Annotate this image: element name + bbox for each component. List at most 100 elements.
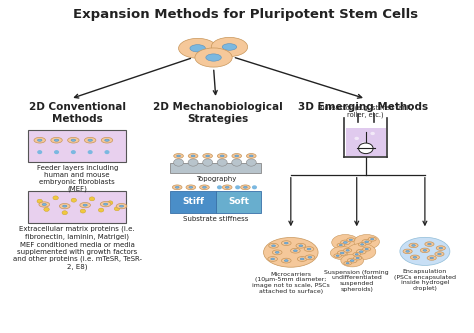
- Ellipse shape: [347, 238, 355, 242]
- Text: Feeder layers including
human and mouse
embryonic fibroblasts
(MEF): Feeder layers including human and mouse …: [36, 165, 118, 192]
- Ellipse shape: [59, 203, 70, 209]
- Ellipse shape: [354, 256, 362, 260]
- Ellipse shape: [84, 138, 96, 143]
- Ellipse shape: [42, 203, 46, 205]
- Ellipse shape: [88, 139, 92, 141]
- Ellipse shape: [51, 138, 62, 143]
- Circle shape: [53, 196, 58, 200]
- Ellipse shape: [34, 138, 46, 143]
- Ellipse shape: [344, 241, 347, 243]
- Circle shape: [108, 201, 113, 205]
- Ellipse shape: [361, 244, 364, 245]
- Ellipse shape: [55, 139, 59, 141]
- Ellipse shape: [273, 250, 282, 255]
- Ellipse shape: [282, 258, 291, 263]
- Ellipse shape: [200, 185, 210, 190]
- Ellipse shape: [304, 247, 314, 251]
- Circle shape: [44, 207, 49, 211]
- Ellipse shape: [296, 243, 306, 248]
- Ellipse shape: [173, 185, 182, 190]
- Ellipse shape: [349, 239, 352, 240]
- Text: Encapsulation
(PSCs encapsulated
inside hydrogel
droplet): Encapsulation (PSCs encapsulated inside …: [394, 269, 456, 291]
- Bar: [170, 191, 216, 213]
- Ellipse shape: [186, 185, 196, 190]
- Ellipse shape: [350, 260, 354, 261]
- Ellipse shape: [39, 202, 50, 207]
- Ellipse shape: [101, 138, 113, 143]
- Ellipse shape: [347, 258, 357, 263]
- Ellipse shape: [334, 254, 341, 257]
- Ellipse shape: [339, 244, 342, 246]
- Ellipse shape: [356, 257, 359, 259]
- Text: Bioreactor (e.g. stirred tank,
roller, etc.): Bioreactor (e.g. stirred tank, roller, e…: [319, 105, 413, 119]
- Circle shape: [62, 211, 67, 215]
- Ellipse shape: [330, 246, 354, 260]
- Ellipse shape: [428, 243, 431, 245]
- Ellipse shape: [246, 159, 256, 166]
- Ellipse shape: [346, 262, 349, 264]
- Ellipse shape: [430, 257, 434, 259]
- Ellipse shape: [188, 154, 198, 158]
- Ellipse shape: [189, 186, 193, 188]
- Circle shape: [358, 143, 373, 154]
- Ellipse shape: [218, 154, 227, 158]
- Ellipse shape: [100, 201, 111, 207]
- Ellipse shape: [63, 205, 67, 207]
- Circle shape: [38, 151, 42, 154]
- Ellipse shape: [439, 247, 443, 249]
- Ellipse shape: [423, 249, 427, 251]
- FancyBboxPatch shape: [28, 191, 126, 223]
- Circle shape: [105, 151, 109, 154]
- Ellipse shape: [175, 186, 179, 188]
- Ellipse shape: [409, 243, 418, 248]
- Ellipse shape: [232, 154, 242, 158]
- Ellipse shape: [240, 185, 250, 190]
- Ellipse shape: [190, 45, 205, 52]
- Ellipse shape: [203, 159, 213, 166]
- Ellipse shape: [344, 248, 352, 252]
- Ellipse shape: [71, 139, 75, 141]
- Ellipse shape: [203, 154, 212, 158]
- Ellipse shape: [232, 159, 242, 166]
- Ellipse shape: [365, 248, 368, 250]
- Bar: [346, 128, 386, 156]
- Circle shape: [88, 151, 92, 154]
- Ellipse shape: [355, 254, 358, 255]
- Ellipse shape: [217, 159, 227, 166]
- Ellipse shape: [103, 203, 108, 205]
- Ellipse shape: [435, 252, 444, 256]
- Text: 2D Mechanobiological
Strategies: 2D Mechanobiological Strategies: [153, 102, 283, 124]
- Circle shape: [114, 207, 120, 211]
- Ellipse shape: [346, 243, 376, 260]
- Ellipse shape: [301, 258, 304, 260]
- Ellipse shape: [297, 257, 307, 261]
- Ellipse shape: [37, 139, 42, 141]
- Ellipse shape: [371, 238, 374, 240]
- Ellipse shape: [179, 38, 217, 58]
- Ellipse shape: [406, 250, 410, 252]
- Ellipse shape: [174, 154, 183, 158]
- Ellipse shape: [341, 254, 364, 267]
- Text: MEF conditioned media or media
supplemented with growth factors
and other protei: MEF conditioned media or media supplemen…: [13, 242, 142, 270]
- Ellipse shape: [206, 155, 210, 157]
- Ellipse shape: [291, 248, 300, 253]
- Ellipse shape: [438, 253, 441, 255]
- Text: Substrate stiffness: Substrate stiffness: [183, 216, 248, 222]
- Ellipse shape: [293, 250, 297, 252]
- Ellipse shape: [359, 251, 363, 252]
- Ellipse shape: [220, 155, 224, 157]
- Ellipse shape: [68, 138, 79, 143]
- Ellipse shape: [188, 159, 198, 166]
- Circle shape: [218, 186, 221, 188]
- Ellipse shape: [307, 248, 311, 250]
- Ellipse shape: [354, 234, 380, 249]
- Ellipse shape: [412, 245, 415, 246]
- Text: Extracellular matrix proteins (i.e.
fibronectin, laminin, Matrigel): Extracellular matrix proteins (i.e. fibr…: [19, 226, 135, 240]
- Ellipse shape: [275, 251, 279, 253]
- Ellipse shape: [119, 205, 124, 207]
- Ellipse shape: [206, 54, 221, 61]
- Ellipse shape: [403, 249, 412, 254]
- Ellipse shape: [305, 255, 315, 260]
- Ellipse shape: [336, 255, 339, 256]
- Circle shape: [55, 151, 58, 154]
